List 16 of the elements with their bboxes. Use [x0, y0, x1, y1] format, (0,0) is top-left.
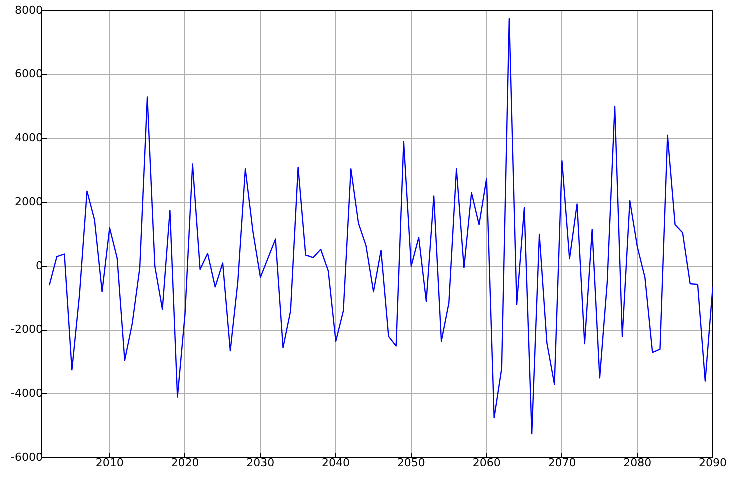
y-tick-label: -4000 — [11, 387, 43, 400]
x-tick-label: 2080 — [624, 456, 652, 470]
y-tick-label: 2000 — [15, 195, 43, 208]
x-tick-label: 2070 — [548, 456, 576, 470]
y-tick-label: 6000 — [15, 68, 43, 81]
x-tick-label: 2020 — [171, 456, 200, 470]
x-tick-label: 2010 — [96, 456, 124, 470]
y-tick-label: 8000 — [15, 4, 43, 17]
x-tick-label: 2040 — [322, 456, 350, 470]
y-tick-label: -2000 — [11, 323, 43, 336]
y-tick-label: -6000 — [11, 450, 43, 464]
y-tick-label: 4000 — [15, 132, 43, 145]
x-tick-label: 2060 — [472, 456, 501, 470]
x-tick-label: 2090 — [699, 456, 727, 470]
x-tick-label: 2030 — [246, 456, 275, 470]
x-tick-label: 2050 — [397, 456, 426, 470]
